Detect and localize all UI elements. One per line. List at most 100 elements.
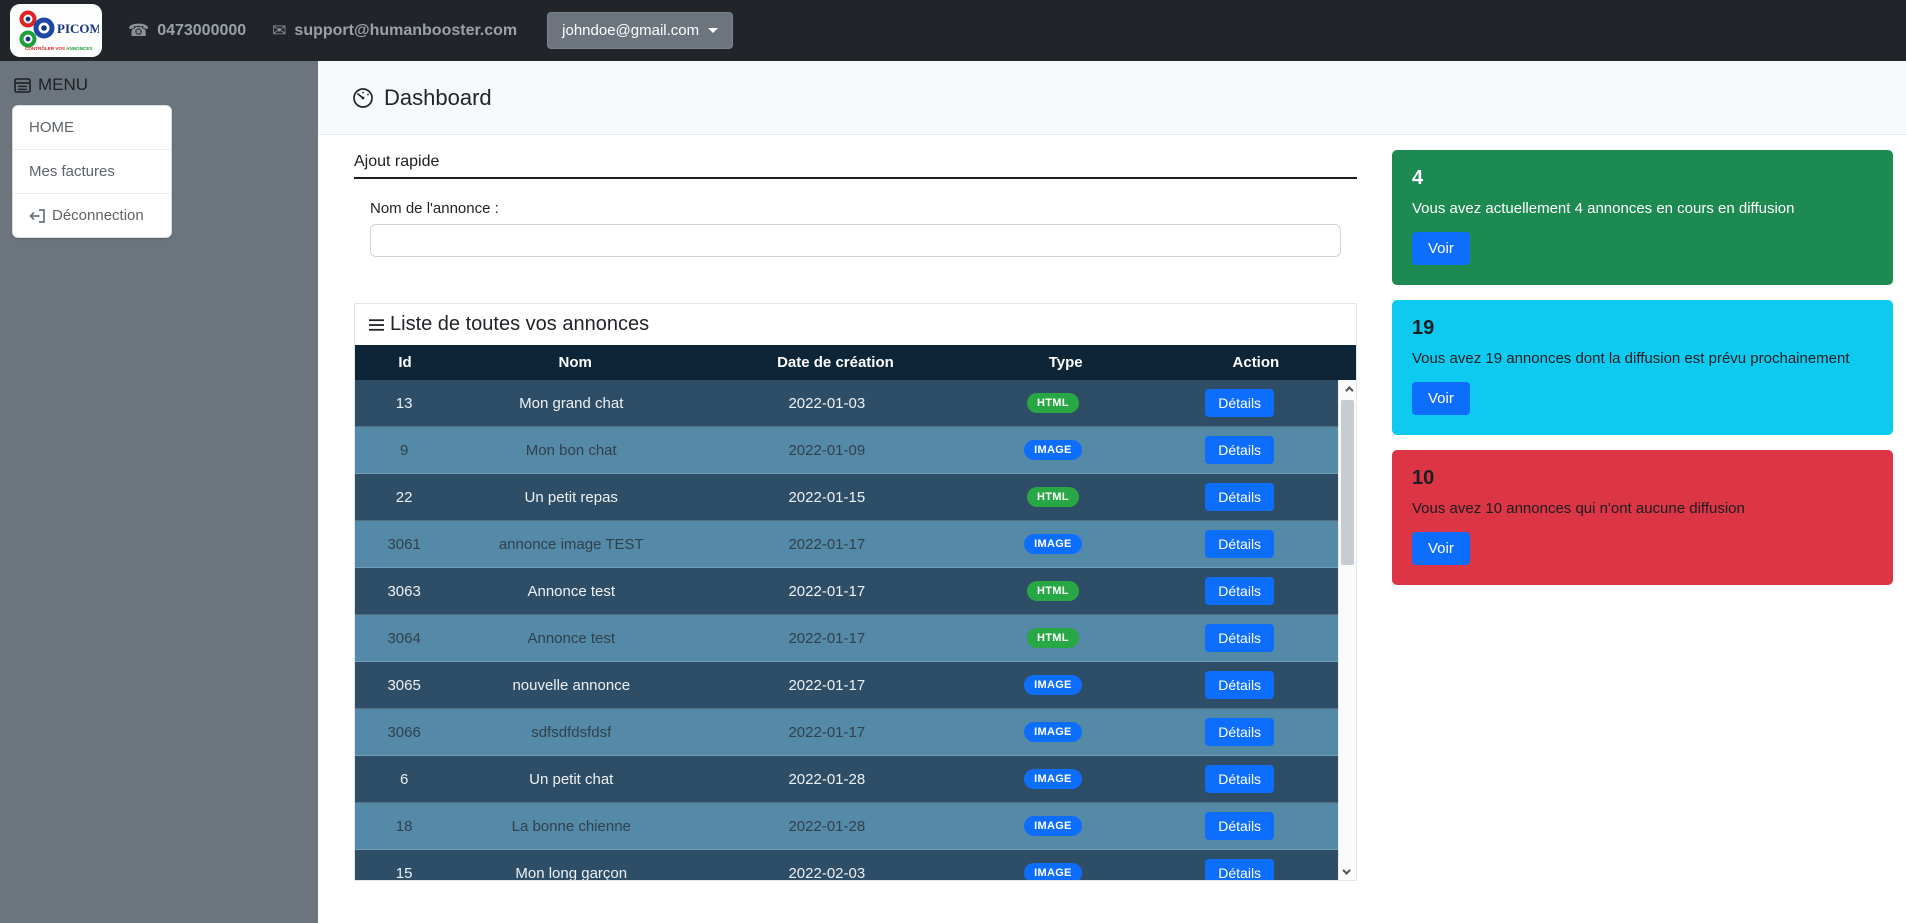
details-button[interactable]: Détails (1205, 812, 1275, 840)
column-header-id: Id (398, 354, 412, 371)
cell-name: Un petit chat (529, 770, 614, 788)
annonces-table-card: Liste de toutes vos annonces Id Nom Date… (354, 303, 1357, 881)
type-badge: HTML (1027, 581, 1079, 601)
type-badge: IMAGE (1024, 534, 1082, 554)
stat-text: Vous avez 19 annonces dont la diffusion … (1412, 350, 1850, 367)
voir-button[interactable]: Voir (1412, 232, 1470, 265)
cell-name: Mon bon chat (525, 441, 617, 459)
details-button[interactable]: Détails (1205, 859, 1275, 880)
cell-date: 2022-01-17 (788, 535, 866, 553)
cell-name: annonce image TEST (498, 535, 644, 553)
type-badge: IMAGE (1024, 816, 1082, 836)
menu-label: MENU (38, 75, 89, 94)
table-row: 3065 nouvelle annonce 2022-01-17 IMAGE D… (355, 662, 1338, 709)
table-row: 6 Un petit chat 2022-01-28 IMAGE Détails (355, 756, 1338, 803)
sidebar-item-label: Déconnection (52, 207, 144, 224)
cell-id: 3063 (387, 582, 421, 600)
account-dropdown[interactable]: johndoe@gmail.com (547, 12, 734, 49)
annonce-name-label: Nom de l'annonce : (370, 200, 499, 217)
menu-header: MENU (12, 71, 306, 105)
type-badge: IMAGE (1024, 769, 1082, 789)
column-header-type: Type (1048, 354, 1083, 371)
cell-date: 2022-01-17 (788, 582, 866, 600)
scrollbar-thumb[interactable] (1341, 400, 1354, 565)
scroll-down-arrow[interactable] (1339, 863, 1356, 880)
cell-date: 2022-01-17 (788, 629, 866, 647)
table-row: 13 Mon grand chat 2022-01-03 HTML Détail… (355, 380, 1338, 427)
details-button[interactable]: Détails (1205, 389, 1275, 417)
details-button[interactable]: Détails (1205, 765, 1275, 793)
scroll-up-arrow[interactable] (1339, 380, 1356, 397)
cell-date: 2022-02-03 (788, 864, 866, 881)
cell-id: 3066 (387, 723, 421, 741)
details-button[interactable]: Détails (1205, 436, 1275, 464)
support-email: support@humanbooster.com (294, 21, 518, 39)
cell-id: 18 (395, 817, 413, 835)
type-badge: IMAGE (1024, 722, 1082, 742)
table-row: 3063 Annonce test 2022-01-17 HTML Détail… (355, 568, 1338, 615)
cell-name: La bonne chienne (511, 817, 631, 835)
sidebar: MENU HOME Mes factures (0, 61, 318, 923)
chevron-down-icon (708, 28, 719, 33)
voir-button[interactable]: Voir (1412, 532, 1470, 565)
cell-name: Annonce test (527, 629, 616, 647)
sidebar-item-mes-factures[interactable]: Mes factures (13, 150, 171, 194)
cell-name: Un petit repas (524, 488, 618, 506)
type-badge: IMAGE (1024, 863, 1082, 880)
main-content: Dashboard Ajout rapide Nom de l'annonce … (318, 61, 1906, 923)
sidebar-item-label: Mes factures (29, 163, 115, 180)
annonce-name-input[interactable] (370, 224, 1341, 257)
details-button[interactable]: Détails (1205, 530, 1275, 558)
phone-icon: ☎ (128, 20, 150, 40)
type-badge: IMAGE (1024, 675, 1082, 695)
email-contact: ✉ support@humanbooster.com (272, 21, 517, 41)
cell-date: 2022-01-09 (788, 441, 866, 459)
cell-date: 2022-01-03 (788, 394, 866, 412)
cell-date: 2022-01-28 (788, 770, 866, 788)
svg-text:CONTRÔLER VOS ANNONCES: CONTRÔLER VOS ANNONCES (25, 44, 92, 51)
phone-number: 0473000000 (157, 21, 247, 39)
sidebar-item-home[interactable]: HOME (13, 106, 171, 150)
stat-text: Vous avez actuellement 4 annonces en cou… (1412, 200, 1795, 217)
stat-card-upcoming-diffusion: 19 Vous avez 19 annonces dont la diffusi… (1392, 300, 1893, 435)
table-body: 13 Mon grand chat 2022-01-03 HTML Détail… (355, 380, 1356, 880)
page-header: Dashboard (318, 61, 1906, 135)
cell-date: 2022-01-15 (788, 488, 866, 506)
details-button[interactable]: Détails (1205, 718, 1275, 746)
table-scrollbar[interactable] (1338, 380, 1356, 880)
details-button[interactable]: Détails (1205, 577, 1275, 605)
table-row: 22 Un petit repas 2022-01-15 HTML Détail… (355, 474, 1338, 521)
type-badge: HTML (1027, 628, 1079, 648)
picom-logo[interactable]: PICOM CONTRÔLER VOS ANNONCES (10, 4, 102, 57)
phone-contact: ☎ 0473000000 (128, 21, 246, 41)
cell-name: Mon grand chat (519, 394, 624, 412)
sidebar-item-label: HOME (29, 119, 74, 136)
cell-id: 22 (395, 488, 413, 506)
voir-button[interactable]: Voir (1412, 382, 1470, 415)
details-button[interactable]: Détails (1205, 483, 1275, 511)
stat-card-active-diffusion: 4 Vous avez actuellement 4 annonces en c… (1392, 150, 1893, 285)
cell-name: sdfsdfdsfdsf (531, 723, 612, 741)
page-title: Dashboard (384, 84, 492, 110)
details-button[interactable]: Détails (1205, 624, 1275, 652)
table-row: 3064 Annonce test 2022-01-17 HTML Détail… (355, 615, 1338, 662)
table-title: Liste de toutes vos annonces (390, 313, 650, 335)
cell-id: 6 (399, 770, 409, 788)
stats-cards-column: 4 Vous avez actuellement 4 annonces en c… (1392, 150, 1893, 585)
cell-id: 15 (395, 864, 413, 881)
sidebar-item-deconnection[interactable]: Déconnection (13, 194, 171, 237)
menu-list-icon (14, 77, 31, 94)
table-row: 9 Mon bon chat 2022-01-09 IMAGE Détails (355, 427, 1338, 474)
stat-text: Vous avez 10 annonces qui n'ont aucune d… (1412, 500, 1745, 517)
column-header-action: Action (1232, 354, 1280, 371)
svg-text:PICOM: PICOM (57, 21, 99, 36)
details-button[interactable]: Détails (1205, 671, 1275, 699)
cell-id: 9 (399, 441, 409, 459)
picom-logo-icon: PICOM CONTRÔLER VOS ANNONCES (19, 10, 99, 51)
annonces-table-header: Liste de toutes vos annonces (355, 304, 1356, 345)
cell-name: Annonce test (527, 582, 616, 600)
table-column-headers: Id Nom Date de création Type Action (355, 345, 1356, 380)
type-badge: HTML (1027, 487, 1079, 507)
cell-id: 3061 (387, 535, 421, 553)
type-badge: HTML (1027, 393, 1079, 413)
